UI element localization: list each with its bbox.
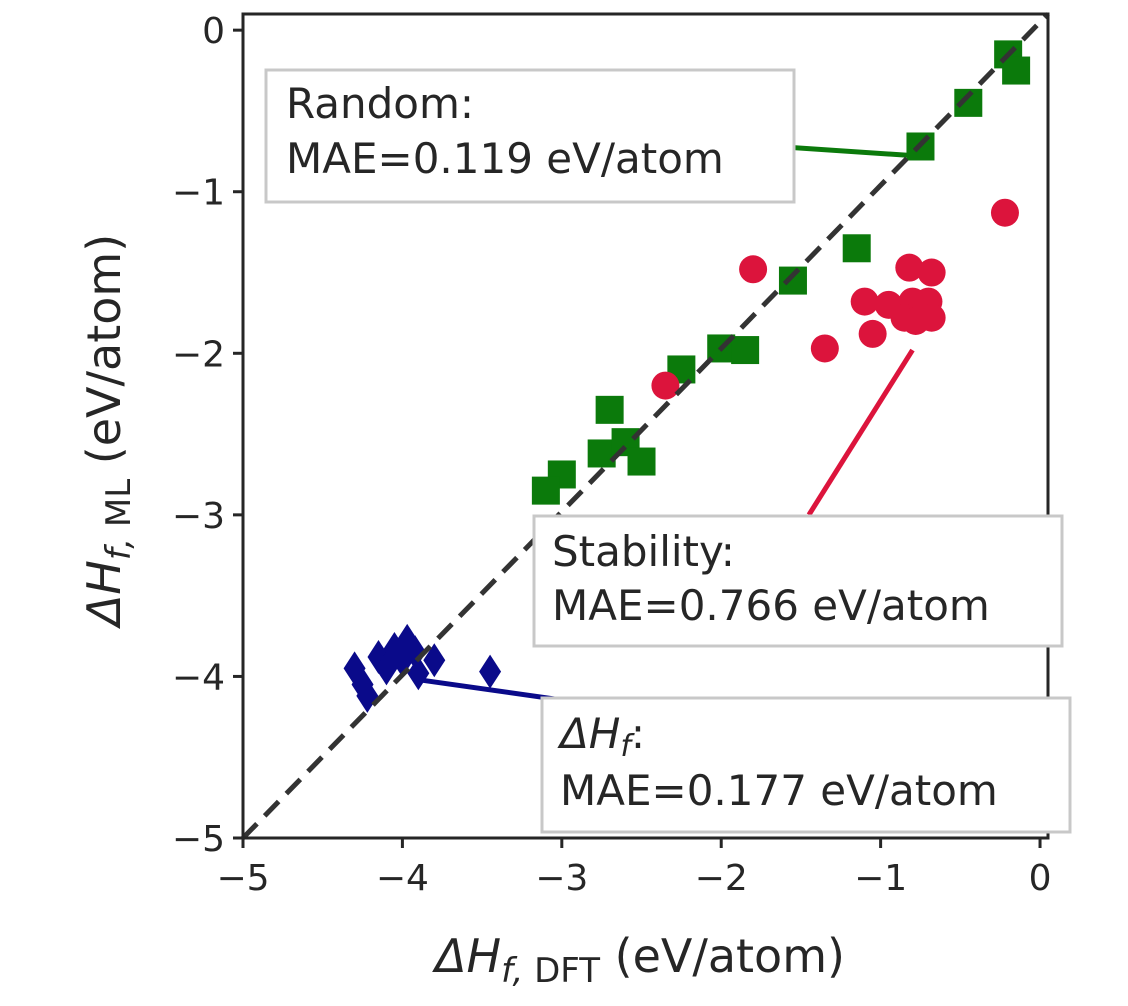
annotation-random-title: Random: bbox=[286, 79, 474, 128]
annotation-stability-mae: MAE=0.766 eV/atom bbox=[552, 581, 990, 630]
data-point-square bbox=[778, 266, 807, 295]
data-point-circle bbox=[850, 287, 879, 316]
data-point-square bbox=[587, 439, 616, 468]
data-point-circle bbox=[990, 198, 1019, 227]
x-tick-label: 0 bbox=[1029, 858, 1052, 899]
data-point-circle bbox=[810, 334, 839, 363]
y-tick-label: −3 bbox=[172, 496, 225, 537]
y-axis-label: ΔHf, ML (eV/atom) bbox=[77, 234, 139, 629]
data-point-square bbox=[627, 447, 656, 476]
annotation-stability: Stability: MAE=0.766 eV/atom bbox=[532, 514, 1064, 648]
annotation-deltahf-title: ΔHf: bbox=[557, 709, 645, 764]
data-point-circle bbox=[895, 253, 924, 282]
annotation-random-mae: MAE=0.119 eV/atom bbox=[286, 134, 724, 183]
x-tick-label: −1 bbox=[854, 858, 907, 899]
x-tick-label: −5 bbox=[216, 858, 269, 899]
y-tick-label: 0 bbox=[202, 11, 225, 52]
annotation-random: Random: MAE=0.119 eV/atom bbox=[264, 68, 796, 204]
y-tick-label: −2 bbox=[172, 334, 225, 375]
y-tick-label: −1 bbox=[172, 173, 225, 214]
data-points bbox=[343, 40, 1031, 713]
annotation-arrow-1 bbox=[806, 348, 915, 517]
data-point-circle bbox=[858, 319, 887, 348]
data-point-circle bbox=[917, 258, 946, 287]
data-point-diamond bbox=[423, 643, 446, 678]
data-point-square bbox=[842, 234, 871, 263]
data-point-square bbox=[1002, 56, 1031, 85]
data-point-square bbox=[531, 476, 560, 505]
identity-reference-line bbox=[241, 12, 1050, 840]
annotation-deltahf: ΔHf: MAE=0.177 eV/atom bbox=[540, 696, 1072, 834]
y-tick-label: −4 bbox=[172, 657, 225, 698]
x-axis-label: ΔHf, DFT (eV/atom) bbox=[432, 929, 845, 991]
annotation-deltahf-mae: MAE=0.177 eV/atom bbox=[560, 766, 998, 815]
x-tick-label: −3 bbox=[535, 858, 588, 899]
axis-ticks: −5 −4 −3 −2 −1 0 0 −1 −2 −3 −4 −5 bbox=[172, 11, 1052, 899]
data-point-square bbox=[731, 336, 760, 365]
data-point-circle bbox=[651, 371, 680, 400]
y-tick-label: −5 bbox=[172, 819, 225, 860]
data-point-diamond bbox=[407, 656, 430, 691]
x-tick-label: −4 bbox=[376, 858, 429, 899]
plot-frame bbox=[241, 12, 1050, 840]
data-point-circle bbox=[917, 303, 946, 332]
x-tick-label: −2 bbox=[695, 858, 748, 899]
data-point-diamond bbox=[479, 654, 502, 689]
data-point-circle bbox=[739, 255, 768, 284]
data-point-square bbox=[595, 395, 624, 424]
annotation-stability-title: Stability: bbox=[552, 527, 735, 576]
